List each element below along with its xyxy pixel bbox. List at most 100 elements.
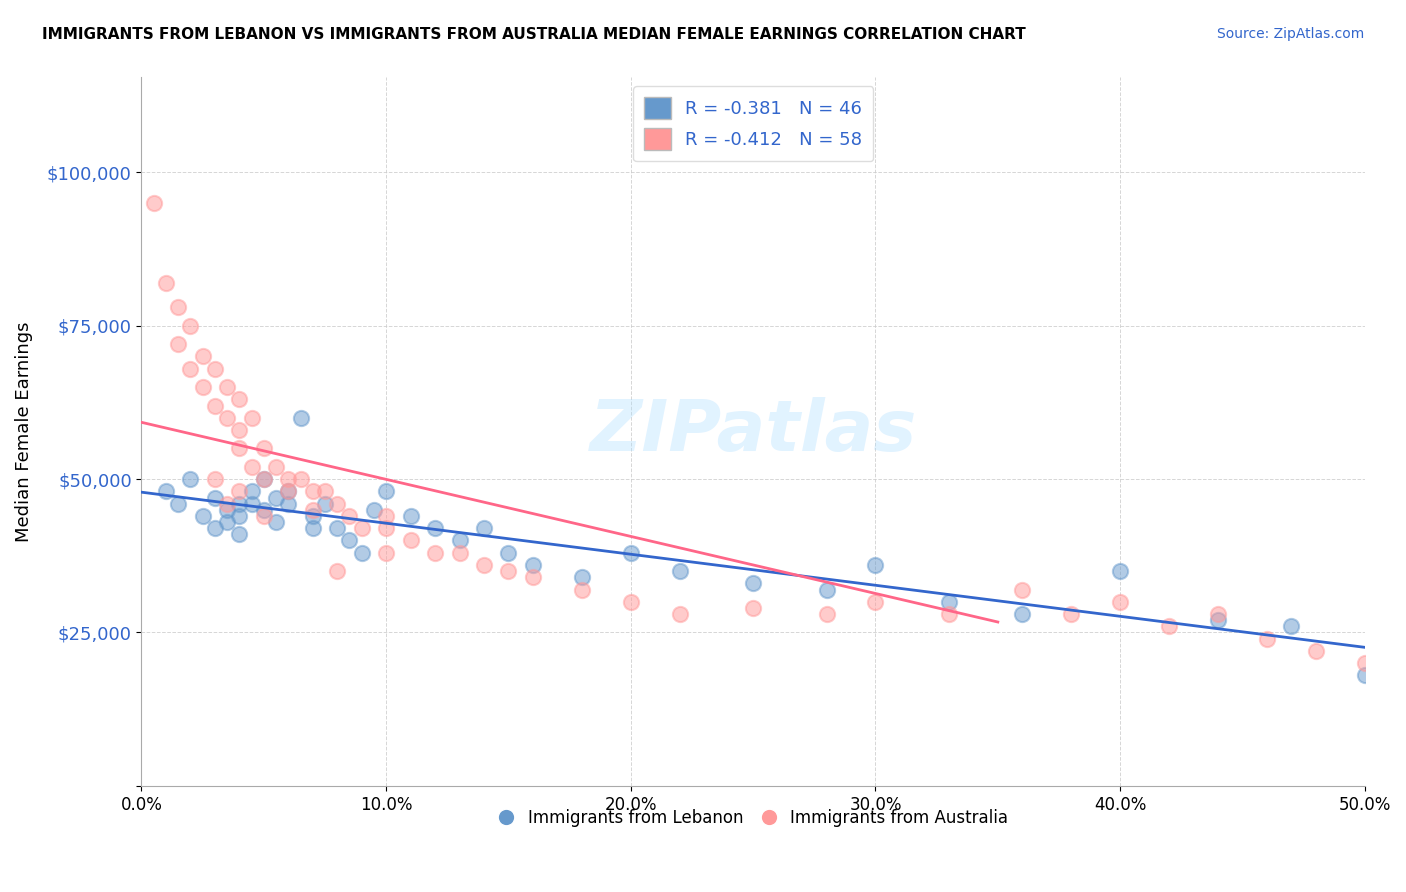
Point	[240, 484, 263, 499]
Point	[228, 423, 250, 437]
Point	[350, 546, 373, 560]
Point	[240, 497, 263, 511]
Point	[326, 521, 349, 535]
Point	[1109, 595, 1132, 609]
Point	[522, 558, 544, 572]
Point	[350, 521, 373, 535]
Point	[191, 350, 214, 364]
Text: IMMIGRANTS FROM LEBANON VS IMMIGRANTS FROM AUSTRALIA MEDIAN FEMALE EARNINGS CORR: IMMIGRANTS FROM LEBANON VS IMMIGRANTS FR…	[42, 27, 1026, 42]
Point	[326, 564, 349, 578]
Point	[277, 497, 299, 511]
Point	[142, 196, 165, 211]
Point	[264, 459, 287, 474]
Point	[253, 442, 276, 456]
Point	[277, 484, 299, 499]
Point	[217, 410, 239, 425]
Point	[1206, 607, 1229, 621]
Point	[742, 601, 765, 615]
Point	[217, 515, 239, 529]
Point	[240, 410, 263, 425]
Point	[217, 497, 239, 511]
Point	[1281, 619, 1303, 633]
Point	[449, 546, 471, 560]
Point	[1109, 564, 1132, 578]
Point	[253, 472, 276, 486]
Point	[167, 337, 190, 351]
Point	[217, 503, 239, 517]
Point	[167, 497, 190, 511]
Point	[253, 472, 276, 486]
Point	[472, 558, 495, 572]
Point	[1011, 607, 1033, 621]
Point	[423, 546, 446, 560]
Point	[204, 472, 226, 486]
Point	[179, 472, 201, 486]
Point	[865, 558, 887, 572]
Y-axis label: Median Female Earnings: Median Female Earnings	[15, 321, 32, 541]
Point	[1206, 613, 1229, 627]
Point	[204, 491, 226, 505]
Point	[314, 497, 336, 511]
Point	[1354, 656, 1376, 670]
Point	[253, 508, 276, 523]
Point	[571, 570, 593, 584]
Point	[620, 546, 643, 560]
Point	[204, 521, 226, 535]
Point	[290, 472, 312, 486]
Point	[339, 508, 361, 523]
Point	[290, 410, 312, 425]
Point	[668, 564, 690, 578]
Point	[1060, 607, 1083, 621]
Point	[815, 607, 838, 621]
Point	[228, 392, 250, 407]
Point	[865, 595, 887, 609]
Point	[375, 546, 398, 560]
Point	[253, 503, 276, 517]
Point	[571, 582, 593, 597]
Point	[240, 459, 263, 474]
Point	[301, 521, 323, 535]
Point	[264, 515, 287, 529]
Point	[228, 442, 250, 456]
Text: Source: ZipAtlas.com: Source: ZipAtlas.com	[1216, 27, 1364, 41]
Point	[167, 301, 190, 315]
Point	[277, 484, 299, 499]
Point	[264, 491, 287, 505]
Point	[326, 497, 349, 511]
Point	[938, 607, 960, 621]
Point	[815, 582, 838, 597]
Point	[179, 361, 201, 376]
Point	[277, 472, 299, 486]
Point	[668, 607, 690, 621]
Point	[742, 576, 765, 591]
Text: ZIPatlas: ZIPatlas	[589, 397, 917, 467]
Point	[498, 546, 520, 560]
Point	[155, 276, 177, 290]
Point	[938, 595, 960, 609]
Point	[228, 527, 250, 541]
Point	[204, 361, 226, 376]
Point	[472, 521, 495, 535]
Point	[423, 521, 446, 535]
Point	[217, 380, 239, 394]
Point	[155, 484, 177, 499]
Point	[301, 508, 323, 523]
Point	[522, 570, 544, 584]
Point	[228, 484, 250, 499]
Point	[1305, 644, 1327, 658]
Point	[498, 564, 520, 578]
Point	[314, 484, 336, 499]
Point	[375, 508, 398, 523]
Point	[375, 484, 398, 499]
Point	[179, 318, 201, 333]
Point	[301, 503, 323, 517]
Point	[1011, 582, 1033, 597]
Point	[449, 533, 471, 548]
Point	[191, 508, 214, 523]
Point	[363, 503, 385, 517]
Point	[399, 508, 422, 523]
Point	[339, 533, 361, 548]
Point	[228, 508, 250, 523]
Point	[191, 380, 214, 394]
Point	[375, 521, 398, 535]
